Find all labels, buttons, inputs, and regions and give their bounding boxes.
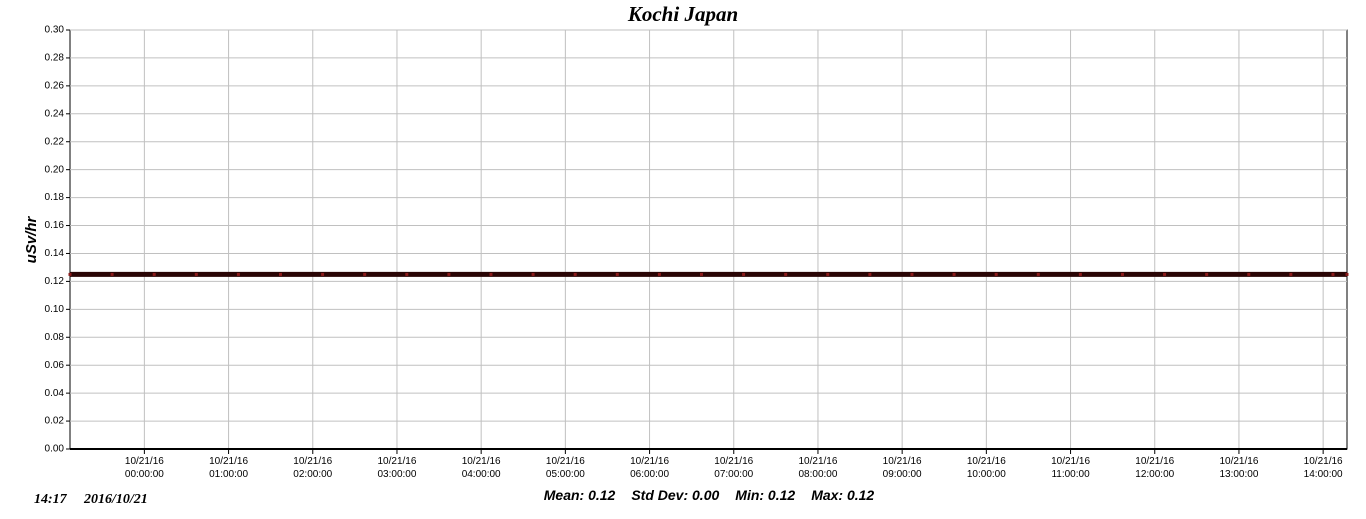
data-point xyxy=(1289,272,1293,276)
y-tick-label: 0.22 xyxy=(45,136,65,147)
stat: Min: 0.12 xyxy=(735,487,795,503)
chart-title: Kochi Japan xyxy=(627,2,738,26)
data-point xyxy=(1120,272,1124,276)
stat: Max: 0.12 xyxy=(811,487,874,503)
y-tick-label: 0.24 xyxy=(45,108,65,119)
data-point xyxy=(110,272,114,276)
y-tick-label: 0.18 xyxy=(45,192,65,203)
data-point xyxy=(573,272,577,276)
x-tick-label: 10/21/16 02:00:00 xyxy=(293,456,332,480)
data-point xyxy=(531,272,535,276)
data-point xyxy=(194,272,198,276)
y-tick-label: 0.20 xyxy=(45,164,65,175)
data-point xyxy=(742,272,746,276)
data-point xyxy=(1036,272,1040,276)
y-tick-label: 0.14 xyxy=(45,248,65,259)
y-tick-label: 0.08 xyxy=(45,332,65,343)
data-point xyxy=(321,272,325,276)
stat: Mean: 0.12 xyxy=(544,487,616,503)
x-tick-label: 10/21/16 14:00:00 xyxy=(1304,456,1343,480)
data-point xyxy=(68,272,72,276)
data-point xyxy=(152,272,156,276)
data-point xyxy=(699,272,703,276)
x-tick-label: 10/21/16 10:00:00 xyxy=(967,456,1006,480)
x-tick-label: 10/21/16 00:00:00 xyxy=(125,456,164,480)
timestamp-time: 14:17 xyxy=(34,492,68,507)
x-tick-label: 10/21/16 07:00:00 xyxy=(714,456,753,480)
y-tick-label: 0.06 xyxy=(45,360,65,371)
data-point xyxy=(278,272,282,276)
stats: Mean: 0.12 Std Dev: 0.00 Min: 0.12 Max: 0.1… xyxy=(544,487,875,503)
x-tick-label: 10/21/16 12:00:00 xyxy=(1135,456,1174,480)
y-tick-label: 0.26 xyxy=(45,81,65,92)
y-tick-label: 0.04 xyxy=(45,388,65,399)
data-point xyxy=(363,272,367,276)
x-tick-label: 10/21/16 09:00:00 xyxy=(883,456,922,480)
timestamp-date: 2016/10/21 xyxy=(83,492,148,507)
x-tick-label: 10/21/16 04:00:00 xyxy=(462,456,501,480)
data-point xyxy=(236,272,240,276)
data-point xyxy=(447,272,451,276)
data-point xyxy=(405,272,409,276)
data-point xyxy=(657,272,661,276)
data-point xyxy=(826,272,830,276)
data-point xyxy=(994,272,998,276)
data-point xyxy=(1078,272,1082,276)
x-tick-label: 10/21/16 01:00:00 xyxy=(209,456,248,480)
y-tick-label: 0.28 xyxy=(45,53,65,64)
x-tick-label: 10/21/16 06:00:00 xyxy=(630,456,669,480)
stat: Std Dev: 0.00 xyxy=(631,487,719,503)
x-tick-label: 10/21/16 08:00:00 xyxy=(798,456,837,480)
x-tick-label: 10/21/16 03:00:00 xyxy=(377,456,416,480)
y-tick-label: 0.30 xyxy=(45,25,65,36)
data-point xyxy=(952,272,956,276)
x-tick-label: 10/21/16 05:00:00 xyxy=(546,456,585,480)
y-tick-label: 0.16 xyxy=(45,220,65,231)
data-point xyxy=(1163,272,1167,276)
data-point xyxy=(1205,272,1209,276)
plot-area xyxy=(69,29,1348,450)
data-point xyxy=(615,272,619,276)
data-point xyxy=(910,272,914,276)
x-tick-label: 10/21/16 11:00:00 xyxy=(1051,456,1090,480)
data-point xyxy=(1331,272,1335,276)
x-tick-label: 10/21/16 13:00:00 xyxy=(1219,456,1258,480)
y-tick-label: 0.12 xyxy=(45,276,65,287)
data-point xyxy=(1247,272,1251,276)
y-tick-label: 0.02 xyxy=(45,416,65,427)
y-tick-label: 0.00 xyxy=(45,444,65,455)
data-point xyxy=(868,272,872,276)
data-point xyxy=(1345,272,1349,276)
y-tick-label: 0.10 xyxy=(45,304,65,315)
y-axis-label: uSv/hr xyxy=(23,216,40,264)
data-point xyxy=(489,272,493,276)
data-point xyxy=(784,272,788,276)
